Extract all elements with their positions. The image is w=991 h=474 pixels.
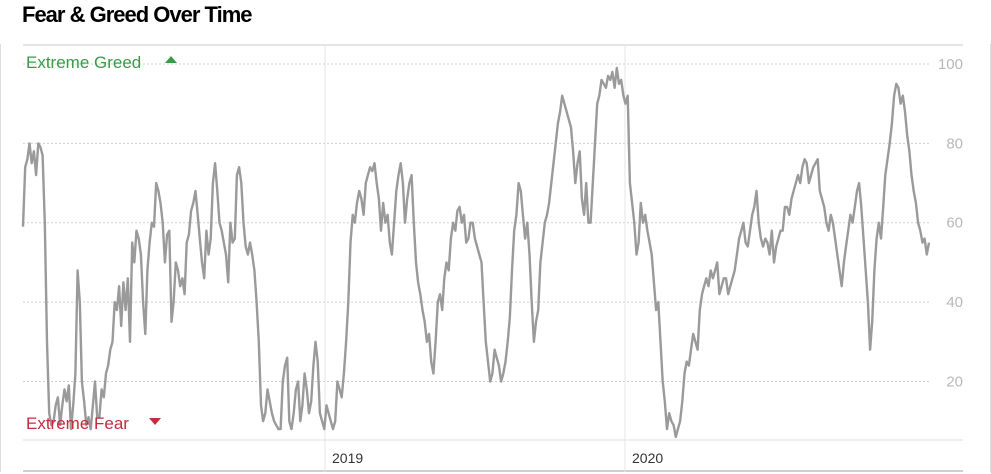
y-tick-label: 40 [946,294,963,311]
x-tick-label: 2019 [332,450,363,466]
y-tick-label: 60 [946,215,963,232]
fear-greed-series-line [21,66,931,439]
chart-container: 20 40 60 80 100 2019 2020 Extreme Greed Extre… [0,44,991,472]
y-tick-label: 100 [938,56,963,73]
extreme-greed-label: Extreme Greed [26,53,141,72]
vertical-grid-layer [324,45,626,472]
y-tick-label: 80 [946,135,963,152]
x-tick-label: 2020 [632,450,663,466]
y-tick-labels: 20 40 60 80 100 [938,56,963,390]
y-tick-label: 20 [946,373,963,390]
series-layer [21,66,931,439]
fear-greed-line-chart: 20 40 60 80 100 2019 2020 Extreme Greed Extre… [21,44,963,472]
caret-down-icon [149,418,161,425]
x-tick-labels: 2019 2020 [332,450,663,466]
page-title: Fear & Greed Over Time [22,2,252,27]
annotation-layer: Extreme Greed Extreme Fear [26,53,177,433]
grid-layer [23,44,963,472]
extreme-fear-label: Extreme Fear [26,414,129,433]
caret-up-icon [165,56,177,63]
